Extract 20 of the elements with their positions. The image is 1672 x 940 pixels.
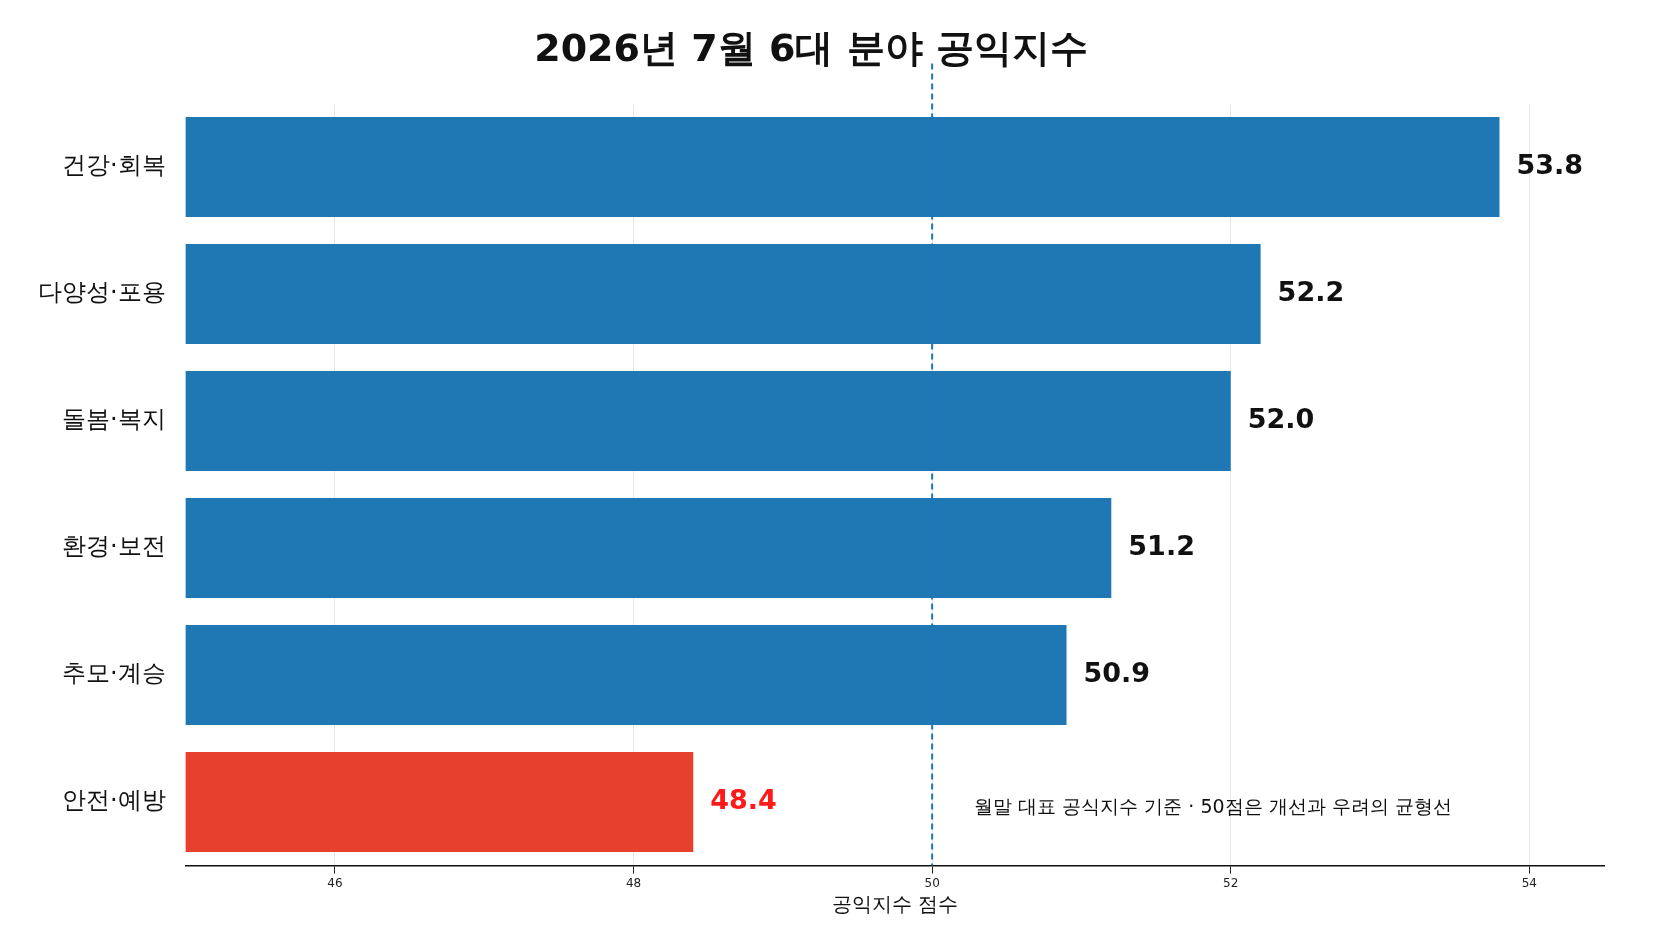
chart-title: 2026년 7월 6대 분야 공익지수	[534, 25, 1088, 70]
y-tick-label: 안전·예방	[61, 786, 166, 815]
data-label: 52.0	[1247, 403, 1315, 435]
annotation: 월말 대표 공식지수 기준 · 50점은 개선과 우려의 균형선	[974, 795, 1452, 818]
y-tick-label: 환경·보전	[61, 532, 166, 561]
x-tick-label: 46	[327, 875, 343, 890]
y-tick-label: 다양성·포용	[37, 278, 166, 307]
data-label: 50.9	[1083, 657, 1151, 689]
x-tick-label: 50	[924, 875, 940, 890]
data-label: 48.4	[710, 784, 777, 816]
y-tick-label: 건강·회복	[61, 151, 166, 180]
data-label: 51.2	[1128, 530, 1195, 562]
x-tick-label: 54	[1521, 875, 1537, 890]
x-axis-title: 공익지수 점수	[831, 892, 958, 917]
data-label: 53.8	[1516, 149, 1584, 181]
x-tick-label: 52	[1223, 875, 1239, 890]
y-tick-label: 돌봄·복지	[61, 405, 166, 434]
x-tick-label: 48	[625, 875, 642, 890]
y-tick-label: 추모·계승	[61, 659, 166, 688]
data-label: 52.2	[1277, 276, 1345, 308]
